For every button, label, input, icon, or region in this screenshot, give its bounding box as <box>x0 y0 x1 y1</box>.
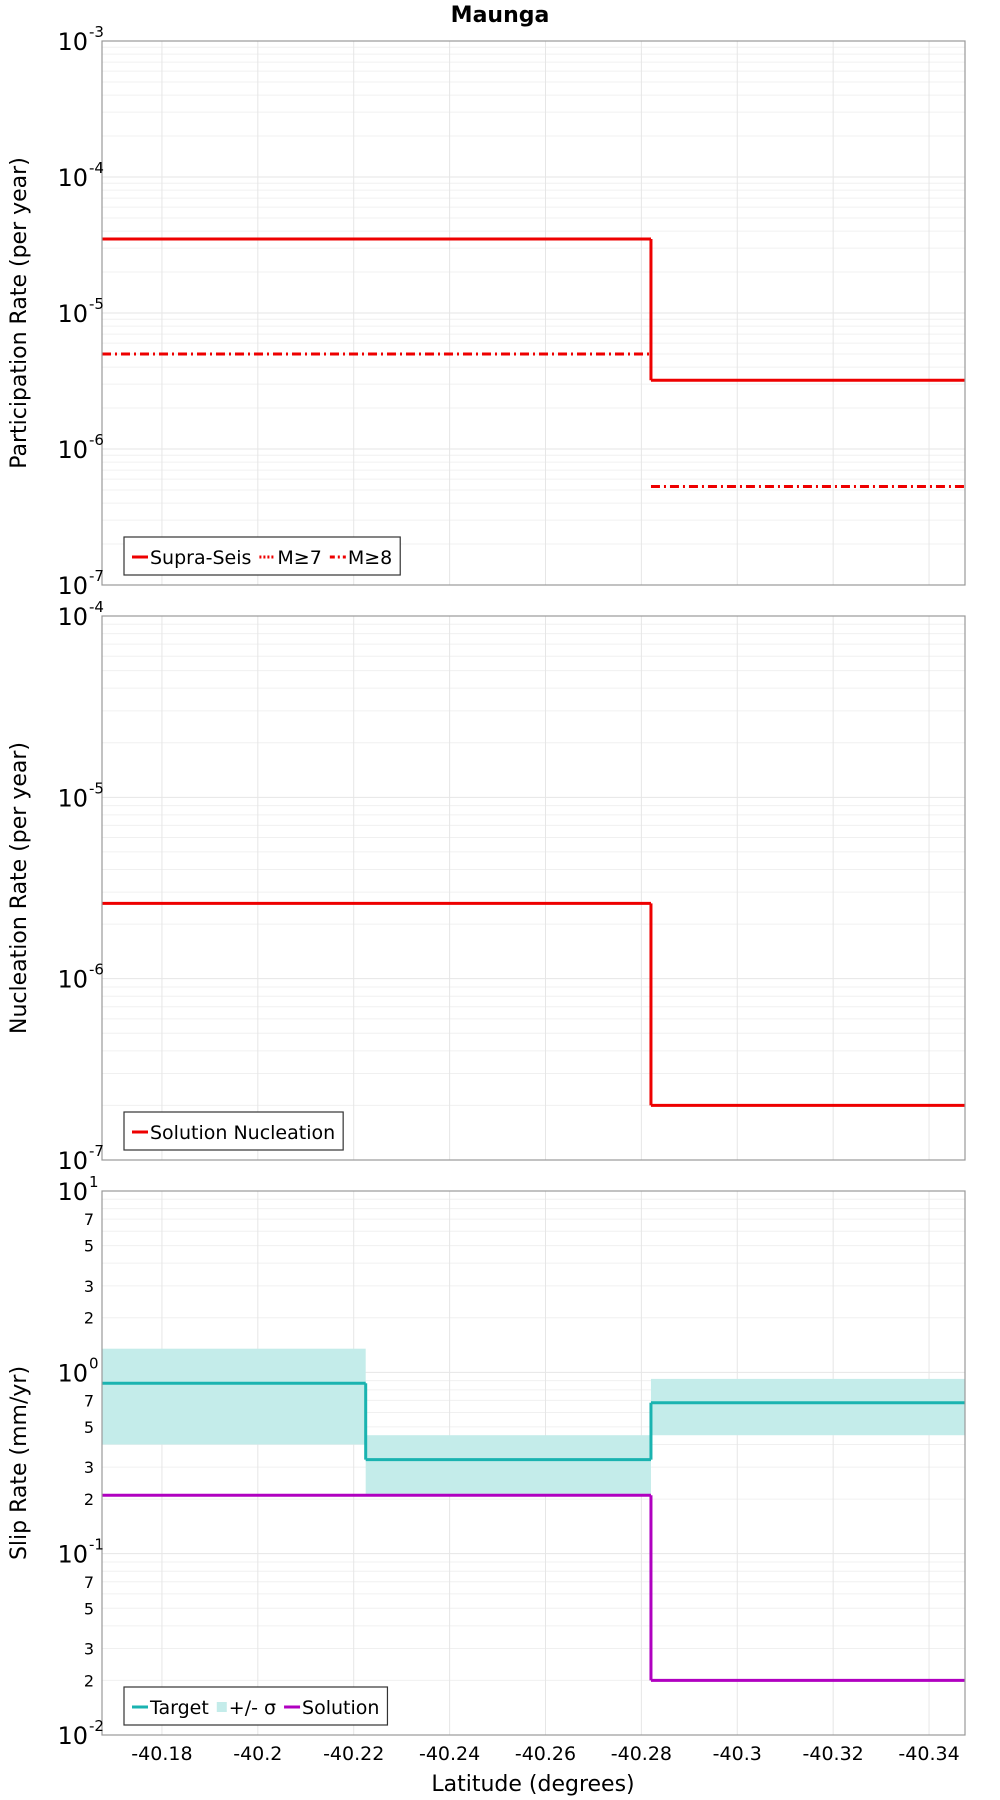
chart-title: Maunga <box>451 3 550 28</box>
x-axis-label: Latitude (degrees) <box>431 1772 634 1797</box>
x-tick-label: -40.2 <box>233 1743 282 1765</box>
legend-label: Target <box>149 1697 209 1719</box>
y-tick-label: 10 <box>57 1541 88 1569</box>
y-axis-label: Participation Rate (per year) <box>7 157 32 469</box>
legend-box <box>123 1686 389 1726</box>
y-tick-label: 10 <box>57 966 88 994</box>
y-tick-exponent: 0 <box>89 1354 99 1372</box>
y-tick-label: 2 <box>84 1309 94 1328</box>
x-tick-label: -40.32 <box>803 1743 864 1765</box>
plot-frame <box>101 40 966 586</box>
legend-label: Solution Nucleation <box>150 1122 335 1144</box>
y-tick-exponent: -2 <box>89 1717 104 1735</box>
y-axis-label: Slip Rate (mm/yr) <box>7 1366 32 1560</box>
y-tick-label: 3 <box>84 1277 94 1296</box>
y-tick-exponent: -5 <box>89 295 104 313</box>
y-tick-label: 10 <box>57 436 88 464</box>
y-tick-label: 10 <box>57 300 88 328</box>
sigma-band <box>650 1378 965 1436</box>
y-tick-label: 10 <box>57 1147 88 1175</box>
legend-box <box>123 1111 344 1151</box>
legend: Solution Nucleation <box>123 1111 344 1151</box>
y-tick-label: 10 <box>57 1178 88 1206</box>
legend-label: Solution <box>302 1697 379 1719</box>
legend-entry: Target <box>132 1697 209 1719</box>
legend-entry: Solution Nucleation <box>132 1122 335 1144</box>
y-tick-label: 10 <box>57 28 88 56</box>
legend-label: Supra-Seis <box>150 547 251 569</box>
y-tick-exponent: -3 <box>89 23 104 41</box>
y-tick-label: 3 <box>84 1639 94 1658</box>
legend: Supra-Seis M≥7 M≥8 <box>123 536 401 576</box>
y-tick-label: 10 <box>57 164 88 192</box>
y-tick-exponent: -4 <box>89 598 104 616</box>
y-tick-label: 5 <box>84 1418 94 1437</box>
x-tick-label: -40.26 <box>515 1743 576 1765</box>
legend-label: +/- σ <box>229 1697 276 1719</box>
y-tick-exponent: -7 <box>89 567 104 585</box>
legend-entry: M≥8 <box>329 547 392 569</box>
legend: Target +/- σ Solution <box>123 1686 389 1726</box>
legend-entry: M≥7 <box>259 547 322 569</box>
legend-swatch <box>216 1702 227 1712</box>
x-axis: -40.18 -40.2 -40.22 -40.24 -40.26 -40.28 -40.3… <box>131 1743 959 1765</box>
y-tick-label: 7 <box>84 1573 94 1592</box>
y-axis-label: Nucleation Rate (per year) <box>7 742 32 1034</box>
legend-box <box>123 536 401 576</box>
y-tick-label: 3 <box>84 1458 94 1477</box>
y-tick-label: 10 <box>57 1359 88 1387</box>
x-tick-label: -40.24 <box>419 1743 480 1765</box>
y-tick-label: 10 <box>57 603 88 631</box>
sigma-band <box>365 1435 651 1496</box>
y-tick-label: 10 <box>57 572 88 600</box>
y-tick-label: 5 <box>84 1237 94 1256</box>
legend-label: M≥7 <box>277 547 321 569</box>
plot-frame <box>101 615 966 1161</box>
y-tick-exponent: 1 <box>89 1173 99 1191</box>
legend-entry: Supra-Seis <box>132 547 251 569</box>
legend-entry: Solution <box>284 1697 379 1719</box>
x-tick-label: -40.22 <box>323 1743 384 1765</box>
y-tick-exponent: -6 <box>89 961 104 979</box>
y-tick-label: 5 <box>84 1599 94 1618</box>
plot-frame <box>101 1190 966 1736</box>
y-tick-exponent: -4 <box>89 159 104 177</box>
legend-entry: +/- σ <box>216 1697 276 1719</box>
plot-area <box>102 616 965 1160</box>
y-tick-label: 7 <box>84 1391 94 1410</box>
y-tick-exponent: -7 <box>89 1142 104 1160</box>
legend-label: M≥8 <box>348 547 392 569</box>
x-tick-label: -40.18 <box>131 1743 192 1765</box>
y-tick-label: 10 <box>57 784 88 812</box>
y-tick-label: 2 <box>84 1490 94 1509</box>
y-tick-label: 2 <box>84 1671 94 1690</box>
y-tick-exponent: -1 <box>89 1536 104 1554</box>
y-tick-exponent: -6 <box>89 431 104 449</box>
x-tick-label: -40.28 <box>611 1743 672 1765</box>
x-tick-label: -40.34 <box>898 1743 959 1765</box>
x-tick-label: -40.3 <box>713 1743 762 1765</box>
y-tick-label: 7 <box>84 1210 94 1229</box>
sigma-band <box>102 1348 366 1445</box>
y-tick-exponent: -5 <box>89 779 104 797</box>
y-tick-label: 10 <box>57 1722 88 1750</box>
